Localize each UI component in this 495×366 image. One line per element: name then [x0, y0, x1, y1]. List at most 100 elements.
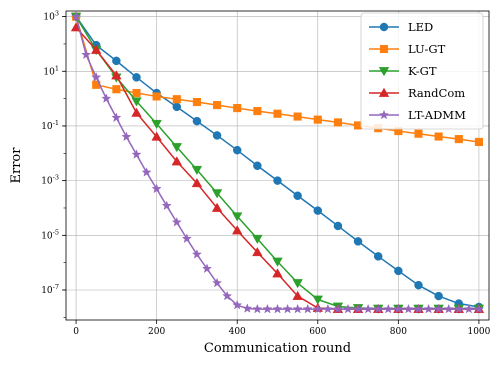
data-point-lu-gt: [273, 109, 282, 118]
data-point-randcom: [131, 107, 142, 117]
data-point-led: [132, 73, 141, 82]
legend-marker: [378, 109, 390, 120]
data-point-led: [353, 237, 363, 246]
legend-label: LED: [408, 20, 433, 34]
data-point-k-gt: [272, 257, 283, 267]
data-point-lt-admm: [282, 303, 293, 314]
x-tick-label: 800: [390, 327, 407, 337]
legend-label: K-GT: [408, 64, 437, 78]
data-point-lt-admm: [292, 303, 303, 314]
data-point-lt-admm: [141, 167, 152, 177]
legend-marker: [378, 87, 390, 97]
data-point-led: [192, 116, 202, 126]
data-point-lt-admm: [272, 303, 283, 314]
legend-label: LU-GT: [408, 42, 446, 56]
data-point-lu-gt: [253, 107, 262, 116]
y-axis: 10-7 10-5 10-3 10-1 101 103: [41, 10, 66, 318]
y-tick-label: 10-5: [41, 228, 59, 241]
data-point-randcom: [252, 246, 263, 257]
data-point-lt-admm: [383, 303, 394, 314]
y-tick-label: 10-1: [41, 119, 59, 132]
x-tick-label: 600: [309, 327, 326, 337]
data-point-lt-admm: [262, 303, 273, 314]
data-point-randcom: [231, 225, 243, 235]
data-point-led: [333, 221, 343, 231]
data-point-lt-admm: [433, 303, 444, 314]
data-point-led: [313, 206, 323, 215]
data-point-lu-gt: [112, 85, 121, 94]
data-point-lt-admm: [181, 233, 192, 244]
data-point-lt-admm: [91, 71, 102, 82]
data-point-lt-admm: [342, 303, 354, 314]
data-point-lt-admm: [252, 303, 263, 314]
series-lt-admm: [71, 11, 484, 314]
data-point-randcom: [292, 290, 303, 300]
legend-marker: [379, 44, 389, 54]
legend-item-randcom: RandCom: [369, 86, 465, 100]
data-point-lu-gt: [132, 88, 141, 98]
data-point-led: [434, 291, 443, 301]
data-point-led: [273, 176, 282, 185]
x-tick-label: 400: [229, 327, 246, 337]
data-point-k-gt: [171, 143, 183, 153]
data-point-led: [232, 145, 242, 155]
data-point-led: [253, 161, 262, 171]
data-point-lt-admm: [131, 149, 142, 159]
data-point-lt-admm: [81, 49, 92, 60]
data-point-lt-admm: [121, 131, 132, 142]
data-point-lu-gt: [333, 118, 342, 127]
y-axis-label: Error: [9, 147, 24, 184]
data-point-lt-admm: [363, 303, 374, 314]
legend-box: [360, 12, 484, 130]
data-point-lt-admm: [453, 303, 464, 314]
data-point-lt-admm: [151, 183, 162, 194]
data-point-randcom: [111, 70, 122, 80]
data-point-lt-admm: [423, 303, 434, 314]
data-point-lt-admm: [161, 200, 172, 211]
data-point-lt-admm: [463, 303, 474, 314]
series-layer: [70, 11, 485, 314]
data-point-randcom: [90, 44, 102, 54]
x-tick-label: 200: [148, 327, 165, 337]
data-point-lu-gt: [414, 129, 423, 138]
data-point-randcom: [272, 268, 283, 278]
data-point-lt-admm: [101, 93, 112, 103]
data-point-lt-admm: [443, 303, 454, 314]
data-point-randcom: [211, 202, 223, 212]
data-point-k-gt: [151, 119, 162, 130]
data-point-led: [172, 102, 182, 112]
data-point-lt-admm: [353, 303, 364, 314]
data-point-led: [212, 131, 222, 140]
legend-item-lt-admm: LT-ADMM: [369, 108, 466, 122]
y-tick-label: 101: [43, 64, 59, 77]
data-point-k-gt: [312, 295, 324, 305]
data-point-randcom: [191, 177, 203, 188]
legend-item-lu-gt: LU-GT: [369, 42, 446, 56]
y-tick-label: 10-3: [41, 174, 59, 187]
data-point-lu-gt: [233, 104, 242, 113]
legend-item-k-gt: K-GT: [369, 64, 437, 78]
data-point-lt-admm: [201, 263, 213, 274]
data-point-led: [112, 56, 121, 66]
legend-marker: [379, 22, 389, 32]
data-point-lt-admm: [171, 216, 182, 227]
x-tick-label: 0: [73, 327, 79, 337]
legend-marker: [378, 67, 390, 77]
data-point-lt-admm: [212, 277, 223, 288]
data-point-k-gt: [131, 97, 142, 107]
data-point-lt-admm: [302, 303, 313, 314]
y-tick-label: 10-7: [41, 283, 59, 296]
data-point-lt-admm: [222, 290, 233, 301]
data-point-k-gt: [292, 279, 303, 289]
data-point-lu-gt: [434, 132, 443, 141]
data-point-lu-gt: [454, 135, 463, 144]
data-point-lu-gt: [313, 115, 322, 124]
data-point-lu-gt: [152, 92, 161, 101]
data-point-randcom: [171, 156, 183, 166]
x-tick-label: 1000: [467, 327, 490, 337]
legend-label: LT-ADMM: [408, 108, 466, 122]
legend-label: RandCom: [408, 86, 465, 100]
data-point-lt-admm: [473, 303, 484, 314]
data-point-led: [373, 252, 383, 261]
